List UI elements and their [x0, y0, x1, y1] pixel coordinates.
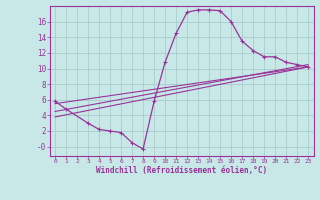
X-axis label: Windchill (Refroidissement éolien,°C): Windchill (Refroidissement éolien,°C): [96, 166, 267, 175]
